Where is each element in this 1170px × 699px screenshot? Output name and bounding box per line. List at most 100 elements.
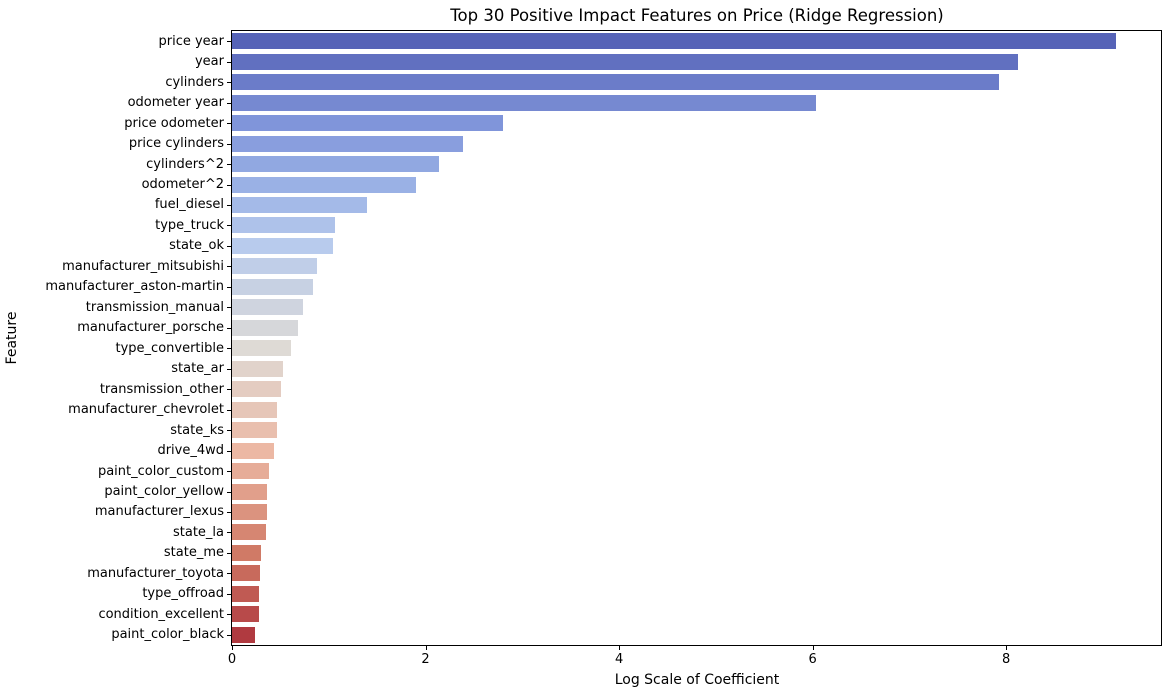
bar-type-convertible (232, 340, 292, 357)
bar-state-ar (232, 360, 284, 377)
y-tick-label: manufacturer_porsche (77, 320, 224, 336)
x-tick-label: 2 (421, 652, 430, 667)
bar-paint-color-yellow (232, 483, 267, 500)
y-tick-label: fuel_diesel (154, 197, 224, 213)
bar-price-cylinders (232, 135, 464, 152)
y-tick-mark (227, 307, 231, 309)
bar-year (232, 53, 1018, 70)
y-tick-mark (227, 286, 231, 288)
y-tick-mark (227, 552, 231, 554)
bar-cylinders-2 (232, 156, 440, 173)
y-tick-label: transmission_other (99, 381, 224, 397)
y-tick-mark (227, 593, 231, 595)
bar-state-la (232, 524, 266, 541)
bar-transmission-other (232, 381, 282, 398)
y-tick-label: state_ok (169, 238, 224, 254)
x-tick-mark (619, 646, 621, 650)
y-tick-mark (227, 573, 231, 575)
y-tick-label: odometer year (127, 95, 224, 111)
bar-cylinders (232, 74, 1000, 91)
y-tick-labels: price year year cylinders odometer year pric… (0, 0, 224, 699)
bar-state-ks (232, 422, 277, 439)
y-tick-label: manufacturer_chevrolet (68, 402, 224, 418)
bar-state-me (232, 544, 262, 561)
bar-manufacturer-lexus (232, 503, 267, 520)
x-tick-mark (232, 646, 233, 650)
y-tick-mark (227, 409, 231, 411)
bar-condition-excellent (232, 606, 259, 623)
bar-manufacturer-aston-martin (232, 278, 314, 295)
bar-paint-color-custom (232, 463, 269, 480)
y-tick-mark (227, 348, 231, 350)
bar-manufacturer-chevrolet (232, 401, 278, 418)
y-tick-mark (227, 511, 231, 513)
y-tick-mark (227, 430, 231, 432)
bar-fuel-diesel (232, 196, 368, 213)
y-tick-mark (227, 245, 231, 247)
x-tick-mark (1006, 646, 1008, 650)
y-tick-label: cylinders^2 (146, 156, 224, 172)
y-tick-label: drive_4wd (157, 443, 224, 459)
y-tick-label: manufacturer_aston-martin (45, 279, 224, 295)
y-tick-label: price year (158, 33, 225, 49)
y-tick-label: odometer^2 (141, 177, 224, 192)
y-tick-mark (227, 82, 231, 84)
y-tick-mark (227, 368, 231, 370)
y-tick-mark (227, 327, 231, 329)
bar-drive-4wd (232, 442, 274, 459)
plot-area (231, 30, 1162, 646)
y-tick-label: transmission_manual (85, 299, 224, 315)
y-tick-mark (227, 164, 231, 166)
y-tick-label: state_ks (170, 422, 224, 438)
bar-paint-color-black (232, 626, 255, 643)
y-tick-label: manufacturer_lexus (94, 504, 224, 520)
bar-manufacturer-toyota (232, 565, 260, 582)
y-tick-mark (227, 41, 231, 43)
y-tick-mark (227, 61, 231, 63)
y-tick-mark (227, 634, 231, 636)
y-tick-mark (227, 225, 231, 227)
y-tick-label: year (194, 54, 224, 70)
y-tick-label: price cylinders (128, 136, 224, 152)
y-tick-mark (227, 450, 231, 452)
bar-type-offroad (232, 585, 260, 602)
y-tick-label: state_ar (171, 361, 224, 377)
bar-odometer-2 (232, 176, 416, 193)
y-tick-mark (227, 102, 231, 104)
y-tick-label: type_truck (155, 217, 224, 233)
y-tick-mark (227, 143, 231, 145)
x-tick-label: 0 (227, 652, 237, 667)
y-tick-mark (227, 204, 231, 206)
y-tick-label: type_offroad (142, 586, 224, 602)
y-tick-mark (227, 184, 231, 186)
y-tick-label: paint_color_custom (97, 463, 224, 479)
y-tick-mark (227, 491, 231, 493)
bar-manufacturer-porsche (232, 319, 298, 336)
chart-title: Top 30 Positive Impact Features on Price… (450, 6, 944, 25)
bar-price-year (232, 33, 1116, 50)
x-axis-label: Log Scale of Coefficient (614, 672, 780, 688)
bar-price-odometer (232, 115, 503, 132)
x-tick-label: 8 (1002, 652, 1011, 667)
y-tick-label: paint_color_black (111, 627, 224, 643)
y-tick-label: state_me (163, 545, 224, 561)
bar-type-truck (232, 217, 335, 234)
bar-odometer-year (232, 94, 817, 111)
x-tick-label: 4 (614, 652, 624, 667)
y-tick-label: manufacturer_toyota (87, 565, 224, 581)
x-tick-label: 6 (808, 652, 817, 667)
y-tick-label: paint_color_yellow (104, 484, 224, 499)
bar-transmission-manual (232, 299, 303, 316)
y-tick-mark (227, 266, 231, 268)
x-tick-mark (812, 646, 814, 650)
y-tick-label: state_la (172, 524, 224, 540)
bar-manufacturer-mitsubishi (232, 258, 318, 275)
bar-state-ok (232, 237, 333, 254)
y-tick-mark (227, 532, 231, 534)
y-tick-label: manufacturer_mitsubishi (62, 258, 224, 274)
y-tick-label: type_convertible (115, 340, 225, 356)
y-tick-mark (227, 471, 231, 473)
y-tick-mark (227, 123, 231, 125)
y-tick-mark (227, 389, 231, 391)
